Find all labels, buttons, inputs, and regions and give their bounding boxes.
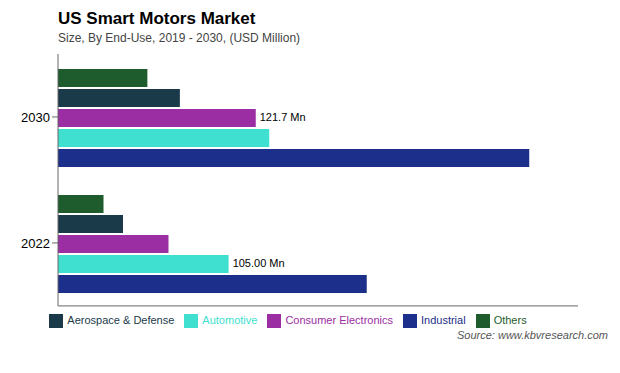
html-text:Industrial: Industrial (421, 313, 466, 326)
svg-text:2030: 2030 (21, 110, 50, 125)
svg-text:2022: 2022 (21, 236, 50, 251)
html-text:Source: www.kbvresearch.com: Source: www.kbvresearch.com (457, 329, 608, 341)
html-text:Others: Others (493, 313, 527, 326)
html-text:US Smart Motors Market: US Smart Motors Market (58, 9, 256, 28)
svg-text:121.7 Mn: 121.7 Mn (260, 111, 306, 123)
html-text:Aerospace & Defense: Aerospace & Defense (67, 313, 175, 326)
html-text:Size, By End-Use, 2019 - 2030,: Size, By End-Use, 2019 - 2030, (USD Mill… (58, 31, 301, 45)
svg-text:105.00 Mn: 105.00 Mn (233, 257, 285, 269)
html-text:Consumer Electronics: Consumer Electronics (285, 313, 393, 326)
html-text:Automotive: Automotive (202, 313, 258, 326)
